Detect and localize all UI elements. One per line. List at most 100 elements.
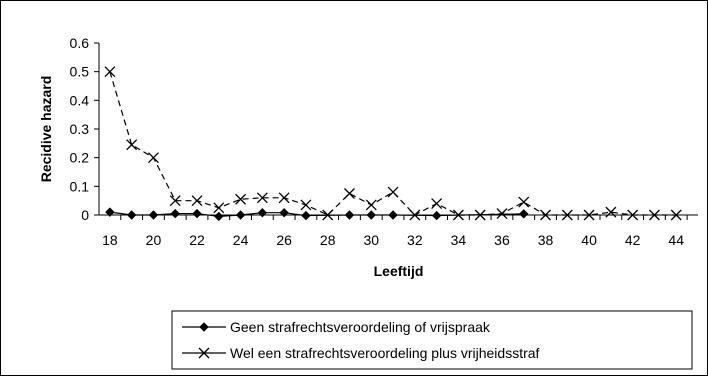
x-marker bbox=[213, 202, 225, 214]
x-marker bbox=[256, 192, 268, 204]
x-marker-stroke bbox=[365, 199, 377, 211]
legend-label-wel: Wel een strafrechtsveroordeling plus vri… bbox=[230, 345, 540, 361]
x-marker bbox=[387, 186, 399, 198]
x-marker bbox=[627, 209, 639, 221]
x-tick-label: 34 bbox=[451, 232, 467, 248]
x-marker bbox=[235, 193, 247, 205]
x-marker-stroke bbox=[452, 209, 464, 221]
x-marker bbox=[474, 209, 486, 221]
x-marker-stroke bbox=[256, 192, 268, 204]
x-marker-stroke bbox=[474, 209, 486, 221]
x-marker bbox=[198, 347, 210, 359]
x-marker-stroke bbox=[431, 198, 443, 209]
series-wel bbox=[104, 66, 682, 221]
x-marker-stroke bbox=[126, 139, 138, 151]
x-marker bbox=[496, 208, 508, 220]
x-marker bbox=[605, 206, 617, 218]
diamond-marker bbox=[279, 207, 289, 218]
x-tick-label: 30 bbox=[363, 232, 379, 248]
x-marker bbox=[409, 209, 421, 221]
y-tick-labels: 0 0.1 0.2 0.3 0.4 0.5 0.6 bbox=[70, 35, 90, 223]
x-marker bbox=[561, 209, 573, 221]
x-marker-stroke bbox=[191, 195, 203, 207]
diamond-marker bbox=[431, 210, 442, 221]
x-marker bbox=[126, 139, 138, 151]
x-marker bbox=[322, 209, 334, 221]
y-tick-label: 0.5 bbox=[70, 64, 90, 80]
x-marker-stroke bbox=[322, 209, 334, 221]
x-marker-stroke bbox=[278, 192, 290, 204]
x-marker-stroke bbox=[409, 209, 421, 221]
axes bbox=[94, 42, 698, 220]
legend-entry-geen: Geen strafrechtsveroordeling of vrijspra… bbox=[182, 319, 491, 335]
x-tick-label: 28 bbox=[320, 232, 336, 248]
x-marker-stroke bbox=[627, 209, 639, 221]
legend: Geen strafrechtsveroordeling of vrijspra… bbox=[171, 310, 693, 370]
diamond-marker bbox=[235, 210, 246, 220]
x-marker-stroke bbox=[648, 209, 660, 221]
x-marker bbox=[540, 209, 551, 221]
y-tick-label: 0.3 bbox=[70, 121, 90, 137]
x-marker bbox=[191, 195, 203, 207]
x-marker-stroke bbox=[605, 206, 617, 218]
diamond-marker bbox=[105, 207, 115, 217]
x-tick-label: 36 bbox=[494, 232, 510, 248]
diamond-marker bbox=[344, 210, 355, 220]
x-tick-label: 22 bbox=[189, 232, 205, 248]
x-marker-stroke bbox=[387, 186, 399, 198]
x-marker bbox=[648, 209, 660, 221]
x-marker-stroke bbox=[198, 347, 210, 359]
legend-box bbox=[171, 310, 693, 370]
x-marker bbox=[104, 66, 116, 78]
x-marker bbox=[518, 196, 530, 208]
x-marker-stroke bbox=[300, 199, 312, 211]
diamond-marker bbox=[214, 211, 224, 222]
diamond-marker bbox=[199, 322, 209, 332]
x-tick-label: 24 bbox=[233, 232, 249, 248]
x-marker bbox=[431, 198, 443, 209]
x-marker-stroke bbox=[147, 152, 159, 164]
x-marker-stroke bbox=[496, 208, 508, 220]
diamond-marker bbox=[519, 209, 529, 219]
x-marker bbox=[300, 199, 312, 211]
y-tick-label: 0.1 bbox=[70, 178, 90, 194]
y-tick-label: 0.2 bbox=[70, 150, 90, 166]
y-tick-label: 0 bbox=[81, 207, 89, 223]
x-axis-title: Leeftijd bbox=[374, 263, 424, 279]
y-tick-label: 0.6 bbox=[70, 35, 90, 51]
x-marker bbox=[147, 152, 159, 164]
legend-marker-x bbox=[182, 347, 226, 359]
legend-entry-wel: Wel een strafrechtsveroordeling plus vri… bbox=[182, 345, 540, 361]
x-tick-label: 42 bbox=[625, 232, 641, 248]
diamond-marker bbox=[388, 210, 398, 220]
x-marker-stroke bbox=[561, 209, 573, 221]
x-marker-stroke bbox=[213, 202, 225, 214]
x-tick-label: 18 bbox=[102, 232, 118, 248]
diamond-marker bbox=[366, 210, 376, 220]
x-marker bbox=[452, 209, 464, 221]
y-axis-title: Recidive hazard bbox=[38, 76, 54, 183]
diamond-marker bbox=[192, 208, 202, 219]
diamond-marker bbox=[301, 210, 311, 221]
x-marker-stroke bbox=[344, 188, 355, 199]
x-marker-stroke bbox=[583, 209, 595, 221]
x-marker-stroke bbox=[104, 66, 116, 78]
x-tick-labels: 18 20 22 24 26 28 30 32 34 36 38 40 42 44 bbox=[102, 232, 684, 248]
x-marker bbox=[583, 209, 595, 221]
x-tick-label: 20 bbox=[146, 232, 162, 248]
x-tick-label: 40 bbox=[581, 232, 597, 248]
x-marker-stroke bbox=[518, 196, 530, 208]
series-layer bbox=[104, 66, 682, 222]
x-marker bbox=[670, 209, 682, 221]
x-marker bbox=[344, 188, 355, 199]
y-tick-label: 0.4 bbox=[70, 92, 90, 108]
x-tick-label: 44 bbox=[668, 232, 684, 248]
diamond-marker bbox=[170, 208, 180, 219]
x-tick-label: 26 bbox=[276, 232, 292, 248]
x-marker-stroke bbox=[670, 209, 682, 221]
diamond-marker bbox=[148, 210, 159, 220]
x-marker-stroke bbox=[235, 193, 247, 205]
diamond-marker bbox=[126, 210, 137, 220]
